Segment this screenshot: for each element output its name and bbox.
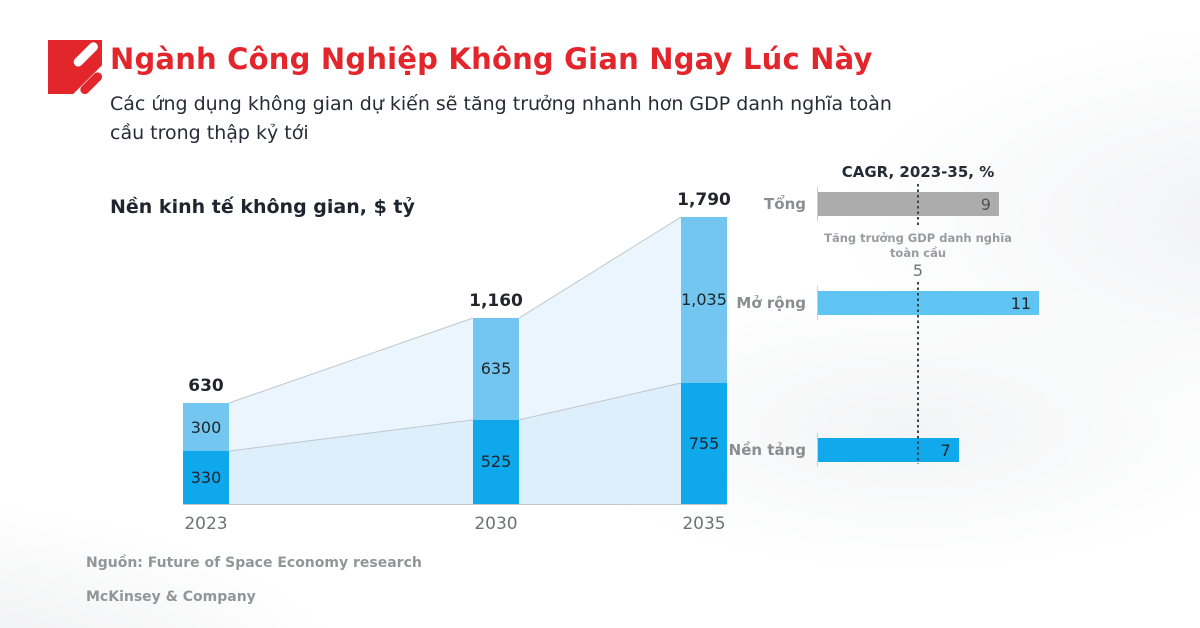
segment-value: 635 [480, 359, 512, 379]
x-axis-baseline [183, 504, 727, 505]
gdp-reference-label: Tăng trưởng GDP danh nghĩa toàn cầu [808, 231, 1028, 261]
cagr-row-label: Mở rộng [736, 294, 806, 312]
cagr-row-label: Tổng [764, 195, 806, 213]
reference-dotted-line-upper [917, 184, 919, 228]
segment-value: 300 [190, 417, 222, 437]
cagr-panel-title: CAGR, 2023-35, % [841, 163, 995, 181]
column-segment-foundation[interactable]: 330 [183, 451, 229, 504]
cagr-bar-value: 11 [1010, 293, 1032, 313]
band-lower-edge [518, 382, 682, 421]
cagr-bar[interactable]: 7 [818, 438, 959, 462]
cagr-row-label: Nền tảng [728, 441, 806, 459]
cagr-axis-tick [816, 286, 818, 320]
column-total-label: 1,160 [469, 291, 523, 312]
cagr-bar-value: 9 [980, 194, 991, 214]
band-upper-edge [228, 317, 474, 404]
column-segment-expansion[interactable]: 635 [473, 318, 519, 420]
x-axis-label-2023: 2023 [184, 514, 228, 534]
segment-value: 525 [480, 452, 512, 472]
cagr-bar-value: 7 [940, 440, 951, 460]
segment-value: 330 [190, 468, 222, 488]
segment-value: 1,035 [681, 290, 727, 310]
reference-dotted-line-lower [917, 282, 919, 464]
chart-title: Nền kinh tế không gian, $ tỷ [110, 196, 415, 218]
page-subtitle: Các ứng dụng không gian dự kiến sẽ tăng … [110, 93, 892, 144]
band-lower [519, 382, 681, 504]
gdp-reference-label-text: Tăng trưởng GDP danh nghĩa toàn cầu [824, 231, 1012, 260]
cagr-bar[interactable]: 11 [818, 291, 1040, 315]
column-segment-expansion[interactable]: 1,035 [681, 217, 727, 383]
band-upper [229, 318, 473, 452]
gdp-reference-value: 5 [912, 261, 924, 280]
x-axis-label-2035: 2035 [682, 514, 726, 534]
column-total-label: 1,790 [677, 190, 731, 211]
brand-logo-icon [48, 40, 102, 94]
source-note: Nguồn: Future of Space Economy research [86, 555, 422, 571]
band-lower [229, 419, 473, 504]
page-title: Ngành Công Nghiệp Không Gian Ngay Lúc Nà… [110, 42, 873, 76]
cagr-axis-tick [816, 433, 818, 467]
band-upper-edge [518, 216, 682, 319]
cagr-bar[interactable]: 9 [818, 192, 999, 216]
brand-name: McKinsey & Company [86, 589, 256, 605]
column-total-label: 630 [188, 376, 224, 396]
column-segment-foundation[interactable]: 525 [473, 419, 519, 504]
band-lower-edge [228, 419, 474, 452]
x-axis-label-2030: 2030 [474, 514, 518, 534]
band-upper [519, 217, 681, 420]
column-segment-foundation[interactable]: 755 [681, 382, 727, 504]
column-segment-expansion[interactable]: 300 [183, 403, 229, 452]
cagr-axis-tick [816, 187, 818, 221]
segment-value: 755 [688, 433, 720, 453]
